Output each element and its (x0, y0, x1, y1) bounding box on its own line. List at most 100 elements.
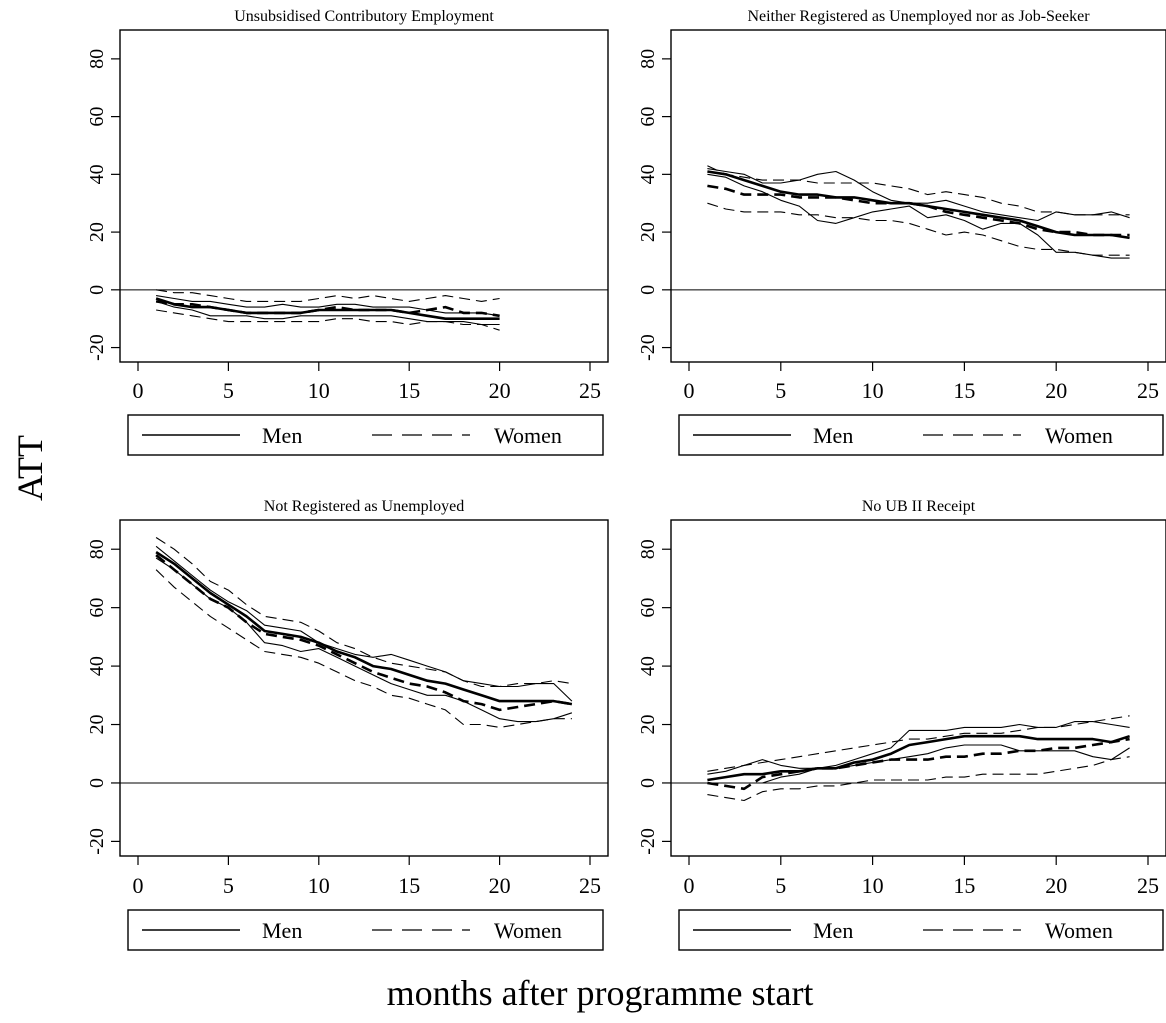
men-estimate-line (155, 551, 573, 706)
y-tick-label: 20 (86, 715, 108, 735)
legend-men-label: Men (262, 423, 302, 448)
legend: Men Women (127, 909, 604, 951)
panels: Unsubsidised Contributory Employment -20 0… (86, 8, 1166, 951)
women-ci-line (155, 537, 572, 688)
y-tick-label: 80 (637, 539, 659, 559)
x-tick-label: 0 (684, 873, 695, 898)
y-tick-label: -20 (637, 334, 659, 361)
y-tick-label: 80 (86, 539, 108, 559)
y-tick-label: -20 (637, 828, 659, 855)
y-tick-label: 80 (86, 49, 108, 69)
y-axis-label: ATT (10, 435, 50, 501)
x-tick-label: 5 (223, 873, 234, 898)
x-tick-label: 10 (308, 378, 330, 403)
women-ci-line (155, 569, 572, 728)
x-tick-label: 20 (489, 378, 511, 403)
y-tick-label: 20 (637, 715, 659, 735)
women-ci-line (707, 165, 1130, 216)
legend-box (127, 414, 604, 456)
women-estimate-line (707, 737, 1130, 791)
x-tick-label: 15 (398, 378, 420, 403)
series-group (707, 715, 1130, 802)
panel-title: Neither Registered as Unemployed nor as … (747, 8, 1090, 25)
x-axis-label: months after programme start (387, 973, 814, 1013)
y-tick-label: 20 (86, 222, 108, 242)
x-tick-label: 10 (862, 873, 884, 898)
y-tick-label: 40 (86, 164, 108, 184)
x-tick-label: 25 (579, 873, 601, 898)
y-tick-label: 0 (637, 285, 659, 295)
men-estimate-line (707, 734, 1130, 782)
legend-box (678, 414, 1164, 456)
legend-box (127, 909, 604, 951)
women-ci-line (707, 202, 1130, 256)
x-tick-label: 20 (489, 873, 511, 898)
women-estimate-line (155, 300, 500, 318)
x-tick-label: 5 (775, 378, 786, 403)
legend: Men Women (678, 414, 1164, 456)
women-ci-line (707, 756, 1130, 802)
x-tick-label: 10 (308, 873, 330, 898)
y-tick-label: 60 (637, 107, 659, 127)
legend: Men Women (678, 909, 1164, 951)
series-group (155, 289, 500, 331)
women-ci-line (156, 289, 500, 302)
y-tick-label: 0 (86, 778, 108, 788)
plot-frame (119, 29, 609, 363)
panel-4: No UB II Receipt -20 0 20 40 60 80 0 5 10 15 20 25 Me… (637, 498, 1166, 951)
women-ci-line (156, 309, 500, 331)
panel-1: Unsubsidised Contributory Employment -20 0… (86, 8, 609, 456)
panel-title: Unsubsidised Contributory Employment (234, 8, 494, 25)
y-tick-label: 60 (86, 598, 108, 618)
plot-frame (670, 29, 1166, 363)
y-tick-label: 40 (637, 656, 659, 676)
y-tick-label: 20 (637, 222, 659, 242)
x-tick-label: 0 (684, 378, 695, 403)
legend-women-label: Women (494, 423, 562, 448)
legend-women-label: Women (494, 918, 562, 943)
plot-frame (670, 519, 1166, 857)
women-estimate-line (155, 554, 573, 712)
panel-3: Not Registered as Unemployed -20 0 20 40 60 80… (86, 498, 609, 951)
x-tick-label: 5 (775, 873, 786, 898)
x-tick-label: 0 (133, 378, 144, 403)
women-ci-line (707, 715, 1130, 772)
panel-title: No UB II Receipt (862, 498, 976, 515)
legend-men-label: Men (813, 423, 853, 448)
x-tick-label: 15 (398, 873, 420, 898)
x-tick-label: 25 (1137, 378, 1159, 403)
legend-women-label: Women (1045, 918, 1113, 943)
men-ci-line (707, 744, 1130, 784)
y-tick-label: 0 (637, 778, 659, 788)
panel-2: Neither Registered as Unemployed nor as … (637, 8, 1166, 456)
y-tick-label: -20 (86, 828, 108, 855)
men-ci-line (707, 721, 1130, 775)
x-tick-label: 15 (953, 378, 975, 403)
y-tick-label: 0 (86, 285, 108, 295)
x-tick-label: 0 (133, 873, 144, 898)
series-group (155, 537, 573, 728)
men-ci-line (155, 300, 500, 326)
men-ci-line (155, 545, 573, 702)
x-tick-label: 5 (223, 378, 234, 403)
women-estimate-line (707, 184, 1130, 237)
x-tick-label: 25 (579, 378, 601, 403)
y-tick-label: 60 (637, 598, 659, 618)
x-tick-label: 15 (953, 873, 975, 898)
men-ci-line (156, 295, 500, 317)
x-tick-label: 10 (862, 378, 884, 403)
legend-box (678, 909, 1164, 951)
men-ci-line (707, 173, 1130, 259)
x-tick-label: 20 (1045, 378, 1067, 403)
legend-men-label: Men (813, 918, 853, 943)
y-tick-label: 40 (637, 164, 659, 184)
plot-frame (119, 519, 609, 857)
legend-men-label: Men (262, 918, 302, 943)
panel-title: Not Registered as Unemployed (264, 498, 464, 515)
y-tick-label: 80 (637, 49, 659, 69)
x-tick-label: 20 (1045, 873, 1067, 898)
y-tick-label: 40 (86, 656, 108, 676)
y-tick-label: 60 (86, 107, 108, 127)
